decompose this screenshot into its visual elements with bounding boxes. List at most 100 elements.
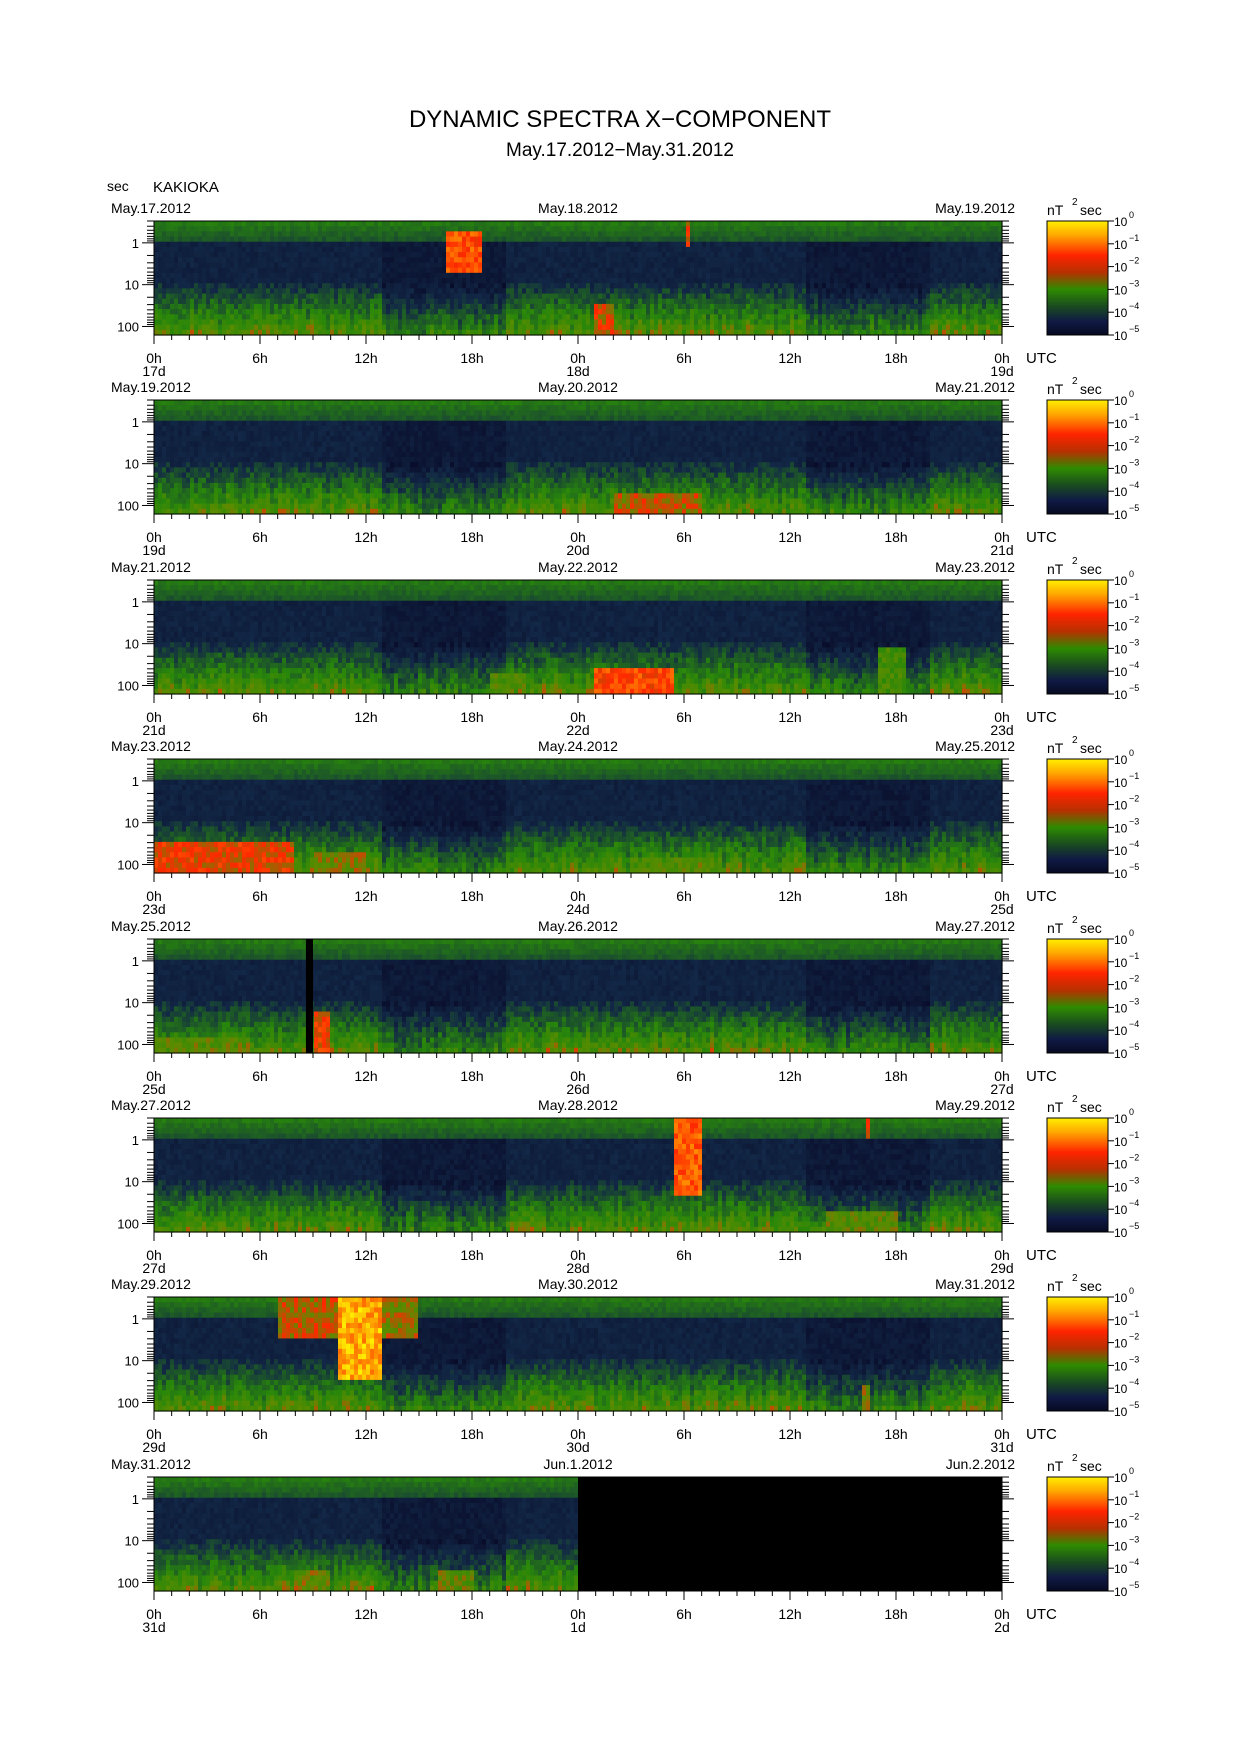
spectrum-cell [454,319,459,325]
spectrum-cell [606,314,611,320]
spectrum-cell [486,231,491,237]
spectrum-cell [482,309,487,315]
spectrum-cell [314,247,319,253]
spectrum-cell [558,288,563,294]
spectrum-cell [486,226,491,232]
spectrum-cell [562,237,567,243]
spectrum-cell [402,252,407,258]
spectrum-cell [482,237,487,243]
spectrum-cell [362,257,367,263]
spectrum-cell [642,221,647,227]
spectrum-cell [434,247,439,253]
spectrum-cell [558,309,563,315]
spectrum-cell [414,309,419,315]
spectrum-cell [326,252,331,258]
spectrum-cell [430,299,435,305]
spectrum-cell [634,304,639,310]
spectrum-cell [614,288,619,294]
spectrum-cell [254,237,259,243]
spectrum-cell [234,325,239,331]
spectrum-cell [358,252,363,258]
spectrum-cell [646,304,651,310]
spectrum-cell [374,319,379,325]
spectrum-cell [594,262,599,268]
spectrum-cell [466,314,471,320]
spectrum-cell [430,268,435,274]
spectrum-cell [526,268,531,274]
spectrum-cell [214,273,219,279]
spectrum-cell [538,319,543,325]
spectrum-cell [602,226,607,232]
spectrum-cell [462,319,467,325]
spectrum-cell [290,247,295,253]
spectrum-cell [578,262,583,268]
spectrum-cell [222,242,227,248]
spectrum-cell [330,221,335,227]
spectrum-cell [210,221,215,227]
spectrum-cell [378,221,383,227]
spectrum-cell [422,221,427,227]
spectrum-cell [390,294,395,300]
spectrum-cell [374,257,379,263]
spectrum-cell [598,304,603,310]
spectrum-cell [494,262,499,268]
spectrum-cell [454,309,459,315]
spectrum-cell [418,252,423,258]
spectrum-cell [222,262,227,268]
spectrum-cell [442,252,447,258]
spectrum-cell [450,252,455,258]
spectrum-cell [602,299,607,305]
spectrum-cell [490,294,495,300]
spectrum-cell [518,257,523,263]
spectrum-cell [350,283,355,289]
spectrum-cell [506,231,511,237]
spectrum-cell [174,231,179,237]
spectrum-cell [398,294,403,300]
spectrum-cell [154,257,159,263]
spectrum-cell [478,262,483,268]
spectrum-cell [446,237,451,243]
spectrum-cell [214,325,219,331]
spectrum-cell [662,319,667,325]
spectrum-cell [418,319,423,325]
spectrum-cell [438,252,443,258]
spectrum-cell [570,304,575,310]
spectrum-cell [546,319,551,325]
spectrum-cell [366,319,371,325]
spectrum-cell [662,252,667,258]
spectrum-cell [250,283,255,289]
spectrum-cell [570,273,575,279]
spectrum-cell [322,288,327,294]
spectrum-cell [330,319,335,325]
spectrum-cell [194,309,199,315]
spectrum-cell [574,231,579,237]
spectrum-cell [362,268,367,274]
spectrum-cell [502,304,507,310]
spectrum-cell [582,325,587,331]
spectrum-cell [162,221,167,227]
spectrum-cell [334,325,339,331]
spectrum-cell [662,257,667,263]
spectrum-cell [242,242,247,248]
spectrum-cell [618,242,623,248]
spectrum-cell [246,262,251,268]
spectrum-cell [454,242,459,248]
spectrum-cell [406,278,411,284]
spectrum-cell [666,221,671,227]
spectrum-cell [322,304,327,310]
spectrum-cell [534,257,539,263]
spectrum-cell [342,325,347,331]
spectrum-cell [170,237,175,243]
spectrum-cell [230,221,235,227]
spectrum-cell [530,288,535,294]
spectrum-cell [322,278,327,284]
spectrum-cell [406,319,411,325]
spectrum-cell [506,294,511,300]
spectrum-cell [538,299,543,305]
spectrum-cell [574,273,579,279]
spectrum-cell [434,319,439,325]
spectrum-cell [598,299,603,305]
spectrum-cell [422,257,427,263]
spectrum-cell [434,262,439,268]
spectrum-cell [638,252,643,258]
